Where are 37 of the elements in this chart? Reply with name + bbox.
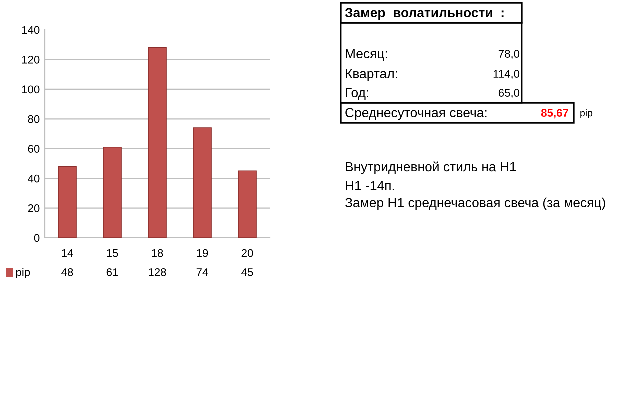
text: 114,0 bbox=[494, 70, 520, 80]
text: Среднесуточная свеча: bbox=[346, 108, 487, 120]
text: 78,0 bbox=[498, 50, 520, 60]
data-label: 74 bbox=[196, 268, 208, 276]
y-tick-label: 40 bbox=[28, 174, 40, 183]
y-tick-label: 60 bbox=[28, 145, 40, 153]
text: Замер H1 среднечасовая свеча (за месяц) bbox=[345, 198, 606, 210]
y-tick-label: 80 bbox=[28, 115, 40, 124]
text: pip bbox=[580, 109, 593, 119]
text: Замер волатильности : bbox=[345, 8, 504, 20]
y-tick-label: 100 bbox=[22, 86, 40, 94]
text: Внутридневной стиль на H1 bbox=[346, 162, 516, 174]
data-label: 45 bbox=[242, 268, 254, 276]
x-tick-label: 19 bbox=[197, 249, 208, 258]
y-tick-label: 120 bbox=[22, 56, 40, 64]
x-tick-label: 20 bbox=[242, 249, 254, 258]
y-tick-label: 140 bbox=[22, 26, 40, 34]
bar bbox=[148, 47, 167, 238]
x-tick-label: 14 bbox=[62, 250, 74, 258]
y-tick-label: 20 bbox=[28, 204, 40, 212]
text: 85,67 bbox=[541, 109, 568, 119]
data-label: 48 bbox=[62, 268, 74, 276]
data-label: 128 bbox=[149, 268, 166, 276]
x-tick-label: 18 bbox=[152, 249, 164, 258]
text: Квартал: bbox=[346, 69, 398, 82]
legend-label: pip bbox=[16, 268, 30, 279]
bar bbox=[238, 170, 257, 238]
bar bbox=[103, 146, 122, 238]
bar bbox=[58, 166, 77, 238]
text: 65,0 bbox=[498, 89, 520, 98]
y-tick-label: 0 bbox=[34, 234, 40, 242]
text: H1 -14п. bbox=[346, 181, 394, 190]
data-label: 61 bbox=[106, 268, 118, 276]
text: Год: bbox=[346, 88, 368, 100]
bar bbox=[193, 128, 212, 238]
text: Месяц: bbox=[346, 49, 388, 62]
x-tick-label: 15 bbox=[107, 250, 118, 258]
